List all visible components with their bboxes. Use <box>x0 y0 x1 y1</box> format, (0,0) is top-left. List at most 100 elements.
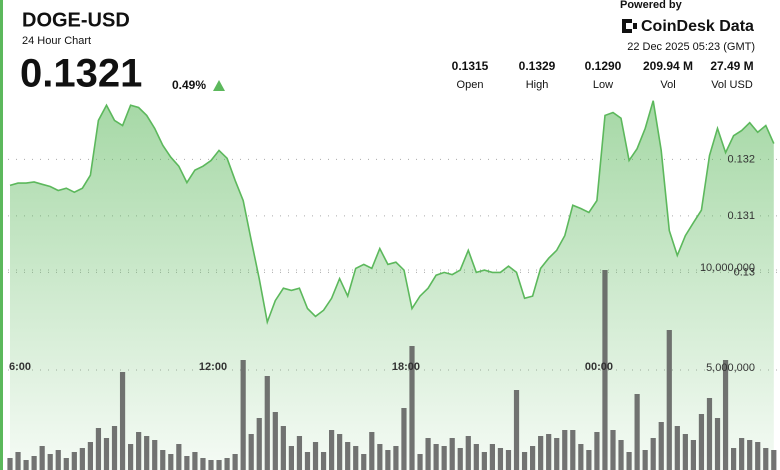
volume-bar <box>578 444 584 470</box>
volume-bar <box>658 422 664 470</box>
volume-bar <box>747 440 753 470</box>
volume-bar <box>594 432 600 470</box>
volume-bar <box>642 450 648 470</box>
volume-bar <box>521 452 528 470</box>
volume-bar <box>7 458 13 470</box>
volume-bar <box>650 438 656 470</box>
volume-bar <box>369 432 375 470</box>
stat-label: Vol USD <box>711 79 753 91</box>
volume-bar <box>497 448 504 470</box>
volume-bar <box>224 458 230 470</box>
volume-bar <box>618 440 624 470</box>
volume-bar <box>353 446 359 470</box>
volume-bar <box>160 450 166 470</box>
volume-bar <box>111 426 118 470</box>
chart-title: DOGE-USD <box>22 9 130 31</box>
timestamp: 22 Dec 2025 05:23 (GMT) <box>627 41 755 53</box>
volume-bar <box>176 444 182 470</box>
volume-bar <box>554 438 560 470</box>
volume-bar <box>714 418 721 470</box>
volume-bar <box>248 434 254 470</box>
volume-bar <box>634 394 640 470</box>
volume-bar <box>320 452 327 470</box>
volume-bar <box>272 412 278 470</box>
volume-bar <box>674 426 680 470</box>
volume-bar <box>184 456 190 470</box>
volume-bar <box>570 430 576 470</box>
volume-bar <box>530 446 536 470</box>
volume-bar <box>337 434 343 470</box>
volume-bar <box>296 436 303 470</box>
volume-bar <box>152 440 158 470</box>
y-tick-label: 0.13 <box>734 266 755 278</box>
powered-by: Powered by <box>620 0 683 11</box>
volume-bar <box>55 450 61 470</box>
y-tick-label: 0.132 <box>727 153 755 165</box>
volume-bar <box>401 408 407 470</box>
stat-label: Low <box>593 79 613 91</box>
volume-bar <box>425 438 431 470</box>
volume-bar <box>586 450 592 470</box>
volume-bar <box>602 270 608 470</box>
volume-bar <box>128 444 134 470</box>
volume-bar <box>79 448 85 470</box>
volume-bar <box>441 446 447 470</box>
volume-bar <box>538 436 544 470</box>
volume-bar <box>288 446 294 470</box>
volume-bar <box>433 444 439 470</box>
price-line <box>9 100 775 325</box>
x-tick-label: 18:00 <box>392 361 420 373</box>
volume-bar <box>385 450 391 470</box>
volume-bar <box>457 448 463 470</box>
stat-value: 27.49 M <box>710 59 753 73</box>
logo: CoinDesk Data <box>641 18 754 35</box>
volume-bar <box>409 346 415 470</box>
stat-value: 0.1290 <box>585 59 622 73</box>
volume-bar <box>240 360 246 470</box>
volume-bar <box>200 458 206 470</box>
volume-bar <box>87 442 93 470</box>
volume-bar <box>562 430 568 470</box>
volume-bar <box>264 376 270 470</box>
x-tick-label: 6:00 <box>9 361 31 373</box>
stat-value: 0.1315 <box>452 59 489 73</box>
volume-bar <box>513 390 520 470</box>
volume-bar <box>626 452 632 470</box>
volume-bar <box>473 444 479 470</box>
volume-bar <box>610 430 616 470</box>
stat-label: Vol <box>660 79 675 91</box>
stat-label: Open <box>457 79 484 91</box>
volume-bar <box>731 448 737 470</box>
up-arrow <box>213 80 225 91</box>
volume-bar <box>465 436 471 470</box>
volume-bar <box>103 438 110 470</box>
volume-bar <box>393 446 399 470</box>
volume-bar <box>505 450 512 470</box>
volume-bar <box>489 444 495 470</box>
volume-bar <box>763 448 769 470</box>
volume-bar <box>95 428 102 470</box>
volume-bar <box>771 450 777 470</box>
volume-bar <box>706 398 713 470</box>
volume-bar <box>312 442 319 470</box>
price: 0.1321 <box>20 52 142 96</box>
volume-bar <box>345 442 351 470</box>
volume-bar <box>47 454 53 470</box>
logo-icon <box>622 19 637 33</box>
volume-bar <box>682 434 688 470</box>
volume-bar <box>71 452 77 470</box>
volume-bar <box>329 430 335 470</box>
volume-bar <box>192 452 198 470</box>
volume-bar <box>698 414 705 470</box>
y-tick-label: 0.131 <box>727 210 755 222</box>
volume-bar <box>39 446 45 470</box>
price-change: 0.49% <box>172 78 206 92</box>
x-tick-label: 12:00 <box>199 361 227 373</box>
volume-bar <box>23 460 29 470</box>
volume-bar <box>481 452 487 470</box>
volume-bar <box>449 438 455 470</box>
stat-label: High <box>526 79 549 91</box>
y2-tick-label: 10,000,000 <box>700 262 755 274</box>
volume-bar <box>755 442 761 470</box>
